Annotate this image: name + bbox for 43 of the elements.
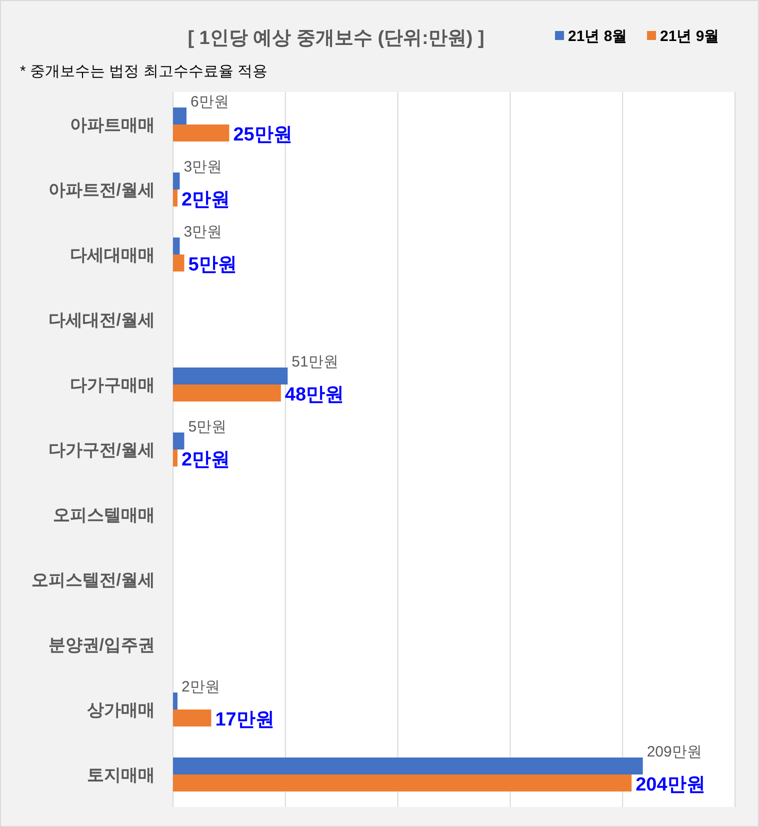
y-tick-label: 토지매매 xyxy=(87,766,155,784)
data-label: 209만원 xyxy=(646,744,702,760)
bar xyxy=(173,692,178,710)
bar xyxy=(173,190,178,206)
data-label: 3만원 xyxy=(184,158,222,176)
y-tick-label: 다가구전/월세 xyxy=(48,440,155,460)
y-tick-label: 아파트전/월세 xyxy=(48,180,155,200)
bar xyxy=(173,254,184,272)
data-label: 48만원 xyxy=(284,384,344,406)
bar xyxy=(173,758,643,774)
data-label: 3만원 xyxy=(184,224,222,240)
data-label: 6만원 xyxy=(190,94,229,110)
y-tick-label: 오피스텔전/월세 xyxy=(31,570,155,590)
bar xyxy=(173,774,632,792)
data-label: 17만원 xyxy=(215,710,274,730)
legend-label: 21년 9월 xyxy=(660,28,720,45)
bar xyxy=(173,710,212,726)
y-tick-label: 다가구매매 xyxy=(70,376,155,394)
chart-title: [ 1인당 예상 중개보수 (단위:만원) ] xyxy=(188,28,484,49)
y-tick-label: 상가매매 xyxy=(87,700,155,720)
data-label: 5만원 xyxy=(188,418,227,436)
data-label: 204만원 xyxy=(636,774,706,796)
y-tick-label: 아파트매매 xyxy=(70,116,155,134)
data-label: 2만원 xyxy=(181,450,230,470)
bar xyxy=(173,124,230,142)
bar xyxy=(173,238,180,254)
data-label: 51만원 xyxy=(292,354,338,370)
y-tick-label: 다세대매매 xyxy=(70,246,155,264)
y-tick-label: 분양권/입주권 xyxy=(48,636,155,654)
data-label: 5만원 xyxy=(188,254,237,276)
data-label: 2만원 xyxy=(181,678,220,696)
data-label: 25만원 xyxy=(233,124,292,146)
bar xyxy=(173,172,180,190)
bar xyxy=(173,384,281,402)
data-label: 2만원 xyxy=(181,190,230,210)
bar xyxy=(173,108,186,124)
y-tick-label: 다세대전/월세 xyxy=(48,310,155,330)
bar xyxy=(173,432,184,450)
bar xyxy=(173,450,178,466)
legend-label: 21년 8월 xyxy=(568,28,628,45)
bar xyxy=(173,368,288,384)
text: * 중개보수는 법정 최고수수료율 적용 xyxy=(20,63,268,80)
y-tick-label: 오피스텔매매 xyxy=(53,506,155,524)
